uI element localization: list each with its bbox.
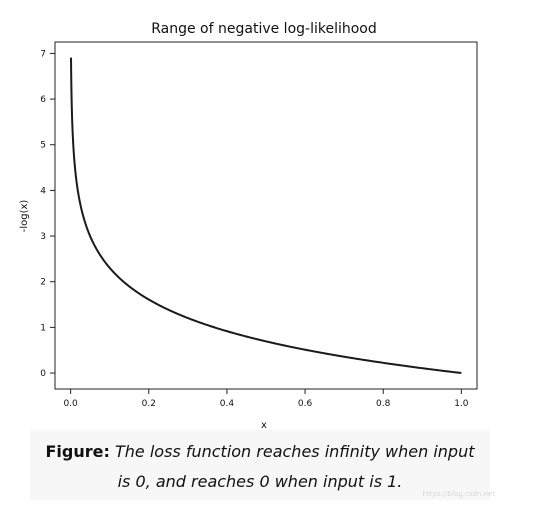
plot-frame [54,41,478,390]
x-axis-label: x [261,420,267,430]
figure-caption: Figure: The loss function reaches infini… [30,430,490,500]
y-tick-label: 4 [40,186,46,196]
x-axis: 0.0 0.2 0.4 0.6 0.8 1.0 [63,389,469,409]
x-tick-label: 0.8 [376,399,391,409]
chart: Range of negative log-likelihood 0.0 0.2 0… [19,21,478,430]
y-tick-label: 1 [40,323,46,333]
y-tick-label: 6 [40,95,46,105]
y-tick-label: 5 [40,141,46,151]
x-tick-label: 0.4 [220,399,235,409]
caption-text-1: The loss function reaches infinity when … [115,442,475,461]
watermark: https://blog.csdn.net [422,490,495,498]
series-line-neg-log [70,57,462,375]
x-tick-label: 0.0 [63,399,78,409]
caption-label: Figure: [45,442,110,461]
caption-line-1: Figure: The loss function reaches infini… [30,442,490,461]
chart-title: Range of negative log-likelihood [151,21,377,37]
y-axis-label: -log(x) [19,200,30,233]
y-tick-label: 7 [40,49,46,59]
y-tick-label: 2 [40,278,46,288]
caption-line-2: is 0, and reaches 0 when input is 1. [30,472,490,491]
y-tick-label: 3 [40,232,46,242]
x-tick-label: 0.2 [142,399,156,409]
caption-text-2: is 0, and reaches 0 when input is 1. [117,472,403,491]
x-tick-label: 1.0 [454,399,469,409]
y-axis: 0 1 2 3 4 5 6 7 [40,49,55,379]
x-tick-label: 0.6 [298,399,313,409]
y-tick-label: 0 [40,369,46,379]
